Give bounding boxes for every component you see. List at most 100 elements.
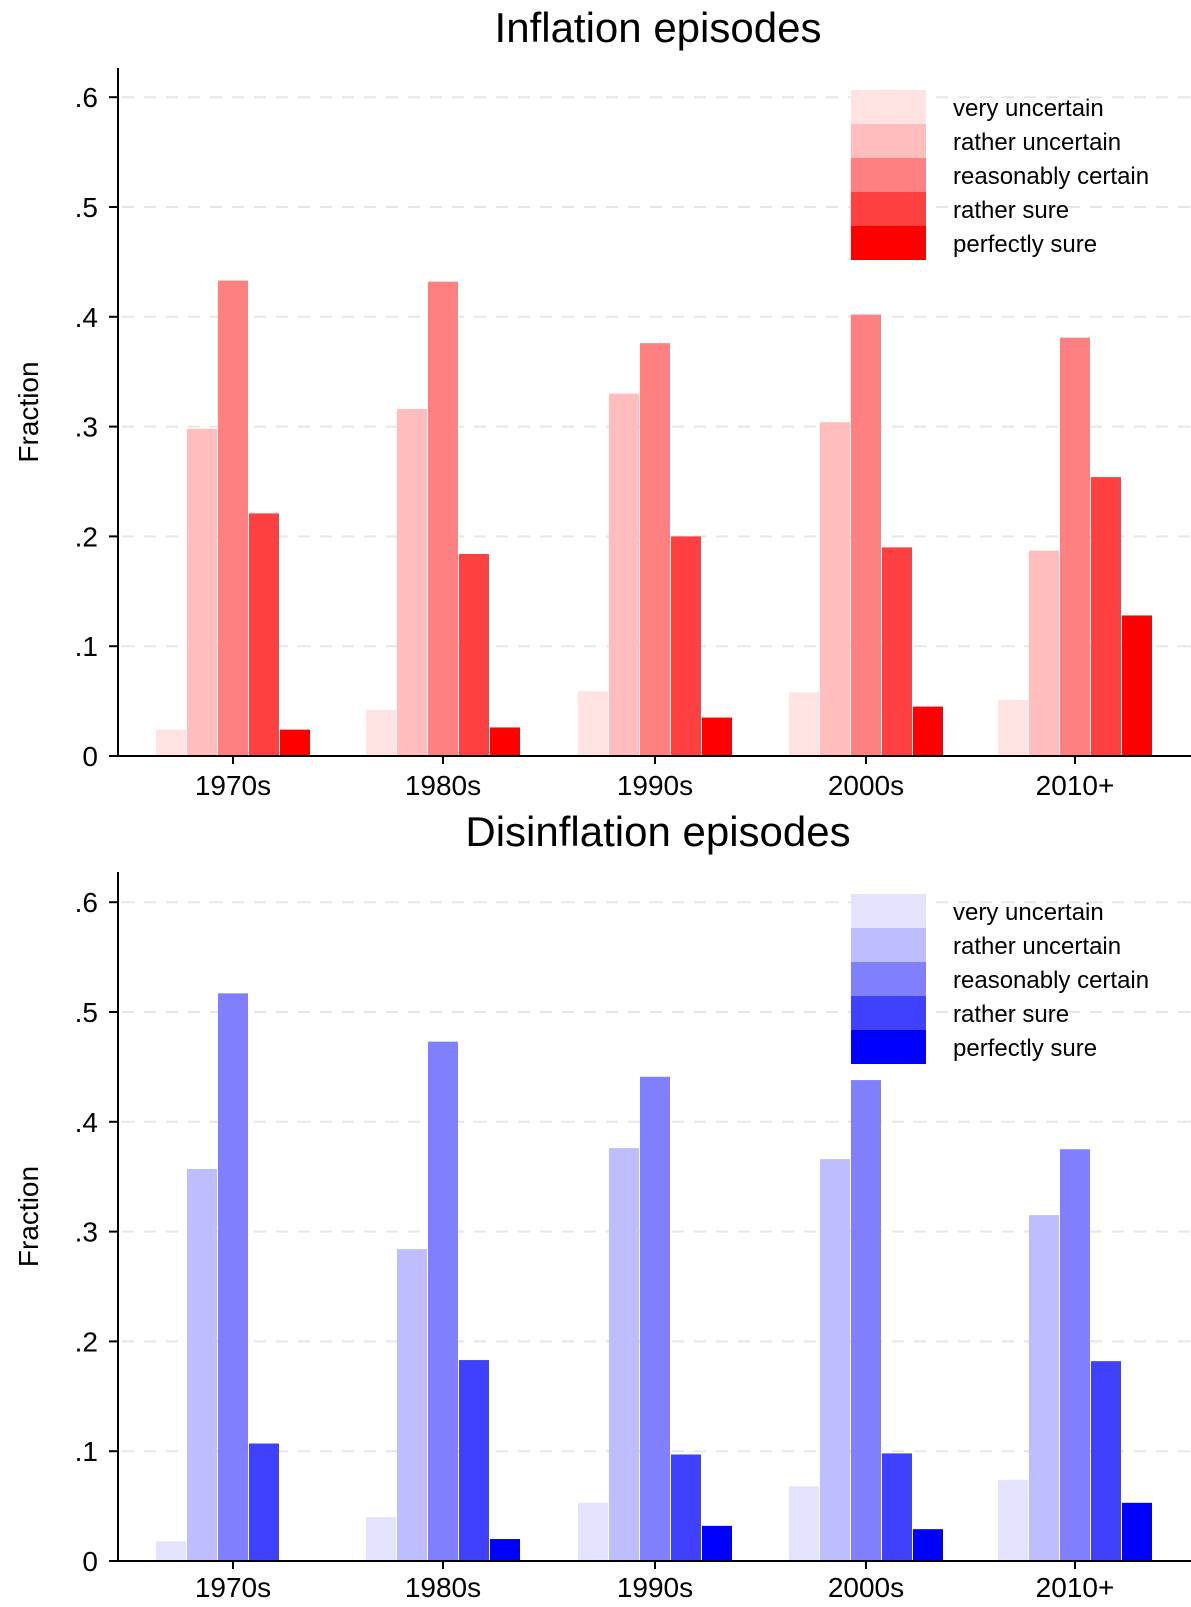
bar-perfectly-sure-2010plus	[1122, 615, 1152, 756]
legend-label-rather-uncertain: rather uncertain	[953, 933, 1121, 960]
bar-very-uncertain-2000s	[789, 692, 819, 756]
legend-swatch-rather-uncertain	[851, 124, 926, 158]
bar-rather-sure-1990s	[671, 1454, 701, 1561]
x-tick-label: 1980s	[405, 1572, 481, 1603]
legend-label-reasonably-certain: reasonably certain	[953, 967, 1149, 994]
bar-very-uncertain-2010plus	[998, 1479, 1028, 1561]
y-axis-label: Fraction	[13, 1166, 44, 1267]
bar-very-uncertain-1970s	[156, 729, 186, 756]
bar-reasonably-certain-1980s	[428, 1041, 458, 1561]
bar-rather-uncertain-1970s	[187, 428, 217, 756]
bar-very-uncertain-1990s	[578, 691, 608, 756]
bar-rather-uncertain-1970s	[187, 1169, 217, 1561]
bar-rather-uncertain-1980s	[397, 1249, 427, 1561]
bar-rather-uncertain-1980s	[397, 409, 427, 756]
bar-reasonably-certain-1970s	[218, 993, 248, 1561]
bar-rather-sure-1980s	[459, 553, 489, 756]
bar-reasonably-certain-2010plus	[1060, 1149, 1090, 1561]
x-tick-label: 1980s	[405, 770, 481, 801]
bar-very-uncertain-1980s	[366, 1517, 396, 1561]
bar-reasonably-certain-2000s	[851, 314, 881, 756]
bar-rather-sure-1970s	[249, 1443, 279, 1561]
bar-rather-uncertain-2010plus	[1029, 550, 1059, 756]
bar-very-uncertain-1990s	[578, 1502, 608, 1561]
bar-rather-uncertain-1990s	[609, 393, 639, 756]
y-tick-label: .6	[75, 887, 98, 918]
legend-swatch-reasonably-certain	[851, 158, 926, 192]
legend-swatch-rather-sure	[851, 996, 926, 1030]
bar-rather-sure-2000s	[882, 547, 912, 756]
x-tick-label: 1970s	[195, 1572, 271, 1603]
bar-reasonably-certain-1980s	[428, 281, 458, 756]
y-tick-label: .2	[75, 521, 98, 552]
bar-perfectly-sure-1980s	[490, 727, 520, 756]
bar-rather-sure-1980s	[459, 1360, 489, 1561]
inflation-chart-panel: Inflation episodes Fraction 0 .1 .2 .3 .4 .5 .6 1…	[13, 4, 1191, 801]
bar-reasonably-certain-2010plus	[1060, 337, 1090, 756]
bar-very-uncertain-1980s	[366, 709, 396, 756]
x-tick-label: 2000s	[828, 770, 904, 801]
bar-reasonably-certain-1970s	[218, 280, 248, 756]
y-tick-label: .5	[75, 192, 98, 223]
y-tick-label: .1	[75, 631, 98, 662]
bar-rather-uncertain-1990s	[609, 1148, 639, 1561]
y-axis-label: Fraction	[13, 361, 44, 462]
bar-rather-uncertain-2000s	[820, 1159, 850, 1561]
bar-perfectly-sure-1990s	[702, 1525, 732, 1561]
y-tick-label: .3	[75, 1217, 98, 1248]
bar-rather-sure-2010plus	[1091, 477, 1121, 756]
bar-perfectly-sure-1990s	[702, 717, 732, 756]
bar-rather-sure-1970s	[249, 513, 279, 756]
chart-title: Disinflation episodes	[465, 808, 850, 855]
bar-reasonably-certain-1990s	[640, 1076, 670, 1561]
legend-swatch-very-uncertain	[851, 90, 926, 124]
legend-label-rather-sure: rather sure	[953, 1001, 1069, 1028]
bar-very-uncertain-2000s	[789, 1486, 819, 1561]
y-tick-label: .2	[75, 1326, 98, 1357]
legend-label-rather-uncertain: rather uncertain	[953, 129, 1121, 156]
bar-perfectly-sure-2010plus	[1122, 1502, 1152, 1561]
bar-very-uncertain-2010plus	[998, 700, 1028, 756]
disinflation-chart-panel: Disinflation episodes Fraction 0 .1 .2 .3 .4 .5…	[13, 808, 1191, 1603]
x-tick-label: 2000s	[828, 1572, 904, 1603]
bar-perfectly-sure-1980s	[490, 1539, 520, 1561]
x-tick-label: 1970s	[195, 770, 271, 801]
bar-reasonably-certain-2000s	[851, 1080, 881, 1561]
legend-label-reasonably-certain: reasonably certain	[953, 163, 1149, 190]
legend-swatch-reasonably-certain	[851, 962, 926, 996]
bar-rather-sure-2010plus	[1091, 1361, 1121, 1561]
bar-rather-uncertain-2010plus	[1029, 1215, 1059, 1561]
bar-rather-sure-2000s	[882, 1453, 912, 1561]
y-tick-label: .4	[75, 1107, 98, 1138]
legend-label-perfectly-sure: perfectly sure	[953, 1035, 1097, 1062]
bar-rather-uncertain-2000s	[820, 422, 850, 756]
bar-very-uncertain-1970s	[156, 1541, 186, 1561]
y-tick-label: .5	[75, 997, 98, 1028]
x-tick-label: 1990s	[617, 770, 693, 801]
y-tick-label: 0	[82, 1546, 98, 1577]
bar-perfectly-sure-2000s	[913, 706, 943, 756]
x-tick-label: 2010+	[1036, 1572, 1115, 1603]
legend-label-very-uncertain: very uncertain	[953, 95, 1104, 122]
y-tick-label: 0	[82, 741, 98, 772]
legend-label-perfectly-sure: perfectly sure	[953, 231, 1097, 258]
legend-label-very-uncertain: very uncertain	[953, 899, 1104, 926]
x-tick-label: 2010+	[1036, 770, 1115, 801]
x-tick-label: 1990s	[617, 1572, 693, 1603]
legend-swatch-perfectly-sure	[851, 226, 926, 260]
bar-rather-sure-1990s	[671, 536, 701, 756]
legend-swatch-rather-uncertain	[851, 928, 926, 962]
y-tick-label: .6	[75, 82, 98, 113]
legend-swatch-very-uncertain	[851, 894, 926, 928]
y-tick-label: .4	[75, 302, 98, 333]
bar-reasonably-certain-1990s	[640, 343, 670, 756]
bar-perfectly-sure-2000s	[913, 1529, 943, 1561]
legend-swatch-rather-sure	[851, 192, 926, 226]
legend-swatch-perfectly-sure	[851, 1030, 926, 1064]
y-tick-label: .3	[75, 412, 98, 443]
bar-perfectly-sure-1970s	[280, 729, 310, 756]
chart-title: Inflation episodes	[495, 4, 822, 51]
legend-label-rather-sure: rather sure	[953, 197, 1069, 224]
y-tick-label: .1	[75, 1436, 98, 1467]
